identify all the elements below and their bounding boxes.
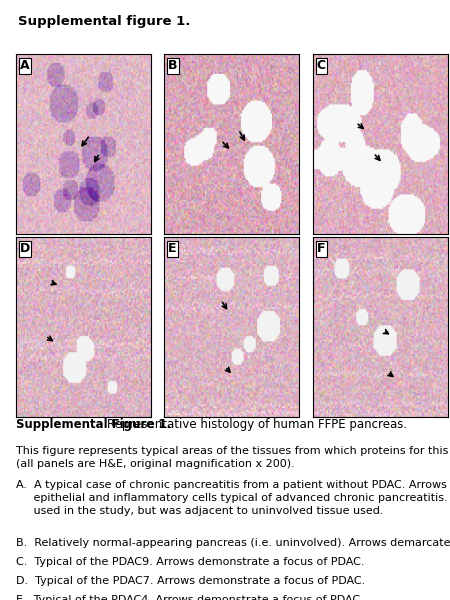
Text: C: C	[317, 59, 326, 73]
Text: This figure represents typical areas of the tissues from which proteins for this: This figure represents typical areas of …	[16, 446, 450, 469]
Text: Representative histology of human FFPE pancreas.: Representative histology of human FFPE p…	[107, 418, 407, 431]
Text: C.  Typical of the PDAC9. Arrows demonstrate a focus of PDAC.: C. Typical of the PDAC9. Arrows demonstr…	[16, 557, 364, 567]
Text: B: B	[168, 59, 178, 73]
Text: A: A	[20, 59, 29, 73]
Text: B.  Relatively normal-appearing pancreas (i.e. uninvolved). Arrows demarcate isl: B. Relatively normal-appearing pancreas …	[16, 538, 450, 548]
Text: Supplemental Figure 1.: Supplemental Figure 1.	[16, 418, 171, 431]
Text: D: D	[20, 242, 30, 256]
Text: D.  Typical of the PDAC7. Arrows demonstrate a focus of PDAC.: D. Typical of the PDAC7. Arrows demonstr…	[16, 576, 365, 586]
Text: E: E	[168, 242, 177, 256]
Text: A.  A typical case of chronic pancreatitis from a patient without PDAC. Arrows d: A. A typical case of chronic pancreatiti…	[16, 480, 450, 515]
Text: F: F	[317, 242, 325, 256]
Text: Supplemental figure 1.: Supplemental figure 1.	[18, 15, 190, 28]
Text: E.  Typical of the PDAC4. Arrows demonstrate a focus of PDAC.: E. Typical of the PDAC4. Arrows demonstr…	[16, 595, 364, 600]
